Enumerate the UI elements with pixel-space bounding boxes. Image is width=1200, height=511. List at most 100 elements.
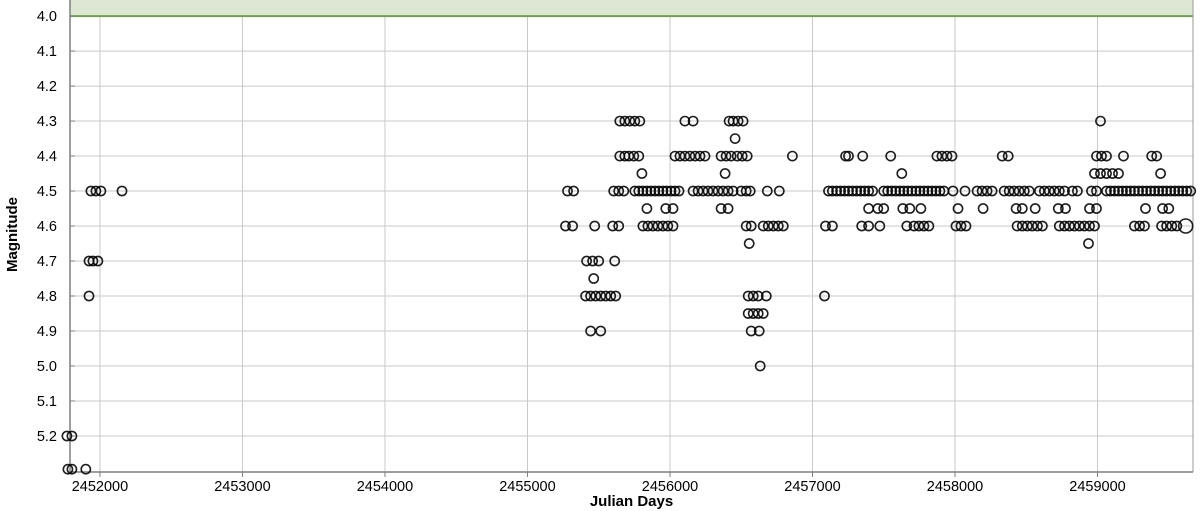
data-point [1161, 220, 1172, 232]
data-point [902, 185, 914, 197]
data-point [745, 325, 757, 337]
y-tick-label: 4.1 [37, 44, 57, 60]
data-point [918, 220, 930, 232]
data-point [85, 185, 97, 197]
data-point [1129, 185, 1140, 197]
data-point [859, 185, 871, 197]
data-point [687, 115, 699, 127]
data-point [946, 150, 958, 162]
data-point [847, 185, 858, 197]
data-point [729, 133, 741, 144]
data-point [593, 255, 605, 267]
data-point [737, 115, 749, 127]
data-point [823, 185, 834, 197]
data-point [585, 325, 596, 337]
data-point [952, 203, 964, 214]
data-point [662, 220, 674, 232]
x-tick-label: 2453000 [214, 479, 270, 495]
data-point [1086, 185, 1097, 197]
x-tick-label: 2455000 [499, 479, 555, 495]
data-point [1053, 185, 1065, 197]
data-point [840, 150, 851, 162]
data-point [831, 185, 842, 197]
data-point [752, 290, 764, 302]
data-point [745, 220, 757, 232]
data-point [874, 220, 886, 232]
data-point [820, 220, 831, 232]
data-point [1011, 220, 1023, 232]
data-point [1084, 220, 1095, 232]
x-tick-label: 2458000 [927, 479, 983, 495]
data-point [906, 185, 918, 197]
data-point [761, 185, 773, 197]
data-point [885, 150, 897, 162]
data-point [1140, 203, 1151, 214]
data-point [61, 430, 73, 442]
data-point [1023, 185, 1035, 197]
x-tick-label: 2457000 [784, 479, 840, 495]
data-point [1165, 185, 1177, 197]
data-point [744, 185, 756, 197]
data-point [116, 185, 128, 197]
data-point [618, 185, 630, 197]
data-point [1181, 185, 1193, 197]
data-point [1125, 185, 1136, 197]
y-tick-label: 4.2 [37, 79, 57, 95]
data-point [1169, 185, 1181, 197]
data-point [959, 185, 971, 197]
data-point [605, 290, 617, 302]
data-point [660, 203, 672, 214]
data-point [878, 185, 890, 197]
data-point [661, 185, 673, 197]
data-point [741, 150, 753, 162]
data-point [62, 463, 74, 475]
data-point [910, 185, 922, 197]
data-point [649, 185, 661, 197]
y-tick-label: 4.4 [37, 149, 57, 165]
data-point [613, 185, 625, 197]
data-point [827, 220, 838, 232]
data-point [941, 150, 953, 162]
data-point [1177, 185, 1189, 197]
data-point [904, 203, 916, 214]
data-point [1155, 168, 1166, 179]
data-point [1032, 220, 1043, 232]
data-point [740, 185, 752, 197]
data-point [1095, 168, 1106, 179]
data-point [707, 185, 719, 197]
data-point [1113, 185, 1124, 197]
data-point [1072, 185, 1083, 197]
data-point [629, 115, 641, 127]
data-point [1113, 168, 1124, 179]
data-point [610, 290, 622, 302]
data-point [827, 185, 838, 197]
data-point [90, 185, 102, 197]
data-point [560, 220, 571, 232]
data-point [568, 185, 579, 197]
data-point [1161, 185, 1172, 197]
data-point [955, 220, 967, 232]
data-point [934, 185, 946, 197]
data-point [613, 220, 625, 232]
data-point [679, 150, 691, 162]
data-point [863, 220, 874, 232]
data-point [996, 150, 1008, 162]
data-point [1101, 185, 1112, 197]
x-tick-label: 2452000 [72, 479, 128, 495]
data-point [894, 185, 906, 197]
data-point [1010, 203, 1022, 214]
data-point [773, 185, 785, 197]
data-point [986, 185, 998, 197]
data-point [87, 255, 99, 267]
data-point [636, 168, 648, 179]
data-point [856, 220, 868, 232]
data-point [585, 290, 596, 302]
data-point [896, 168, 908, 179]
data-point [754, 360, 766, 372]
data-point [92, 255, 104, 267]
data-point [1173, 185, 1185, 197]
data-point [727, 185, 739, 197]
data-point [1048, 185, 1060, 197]
data-point [673, 185, 685, 197]
